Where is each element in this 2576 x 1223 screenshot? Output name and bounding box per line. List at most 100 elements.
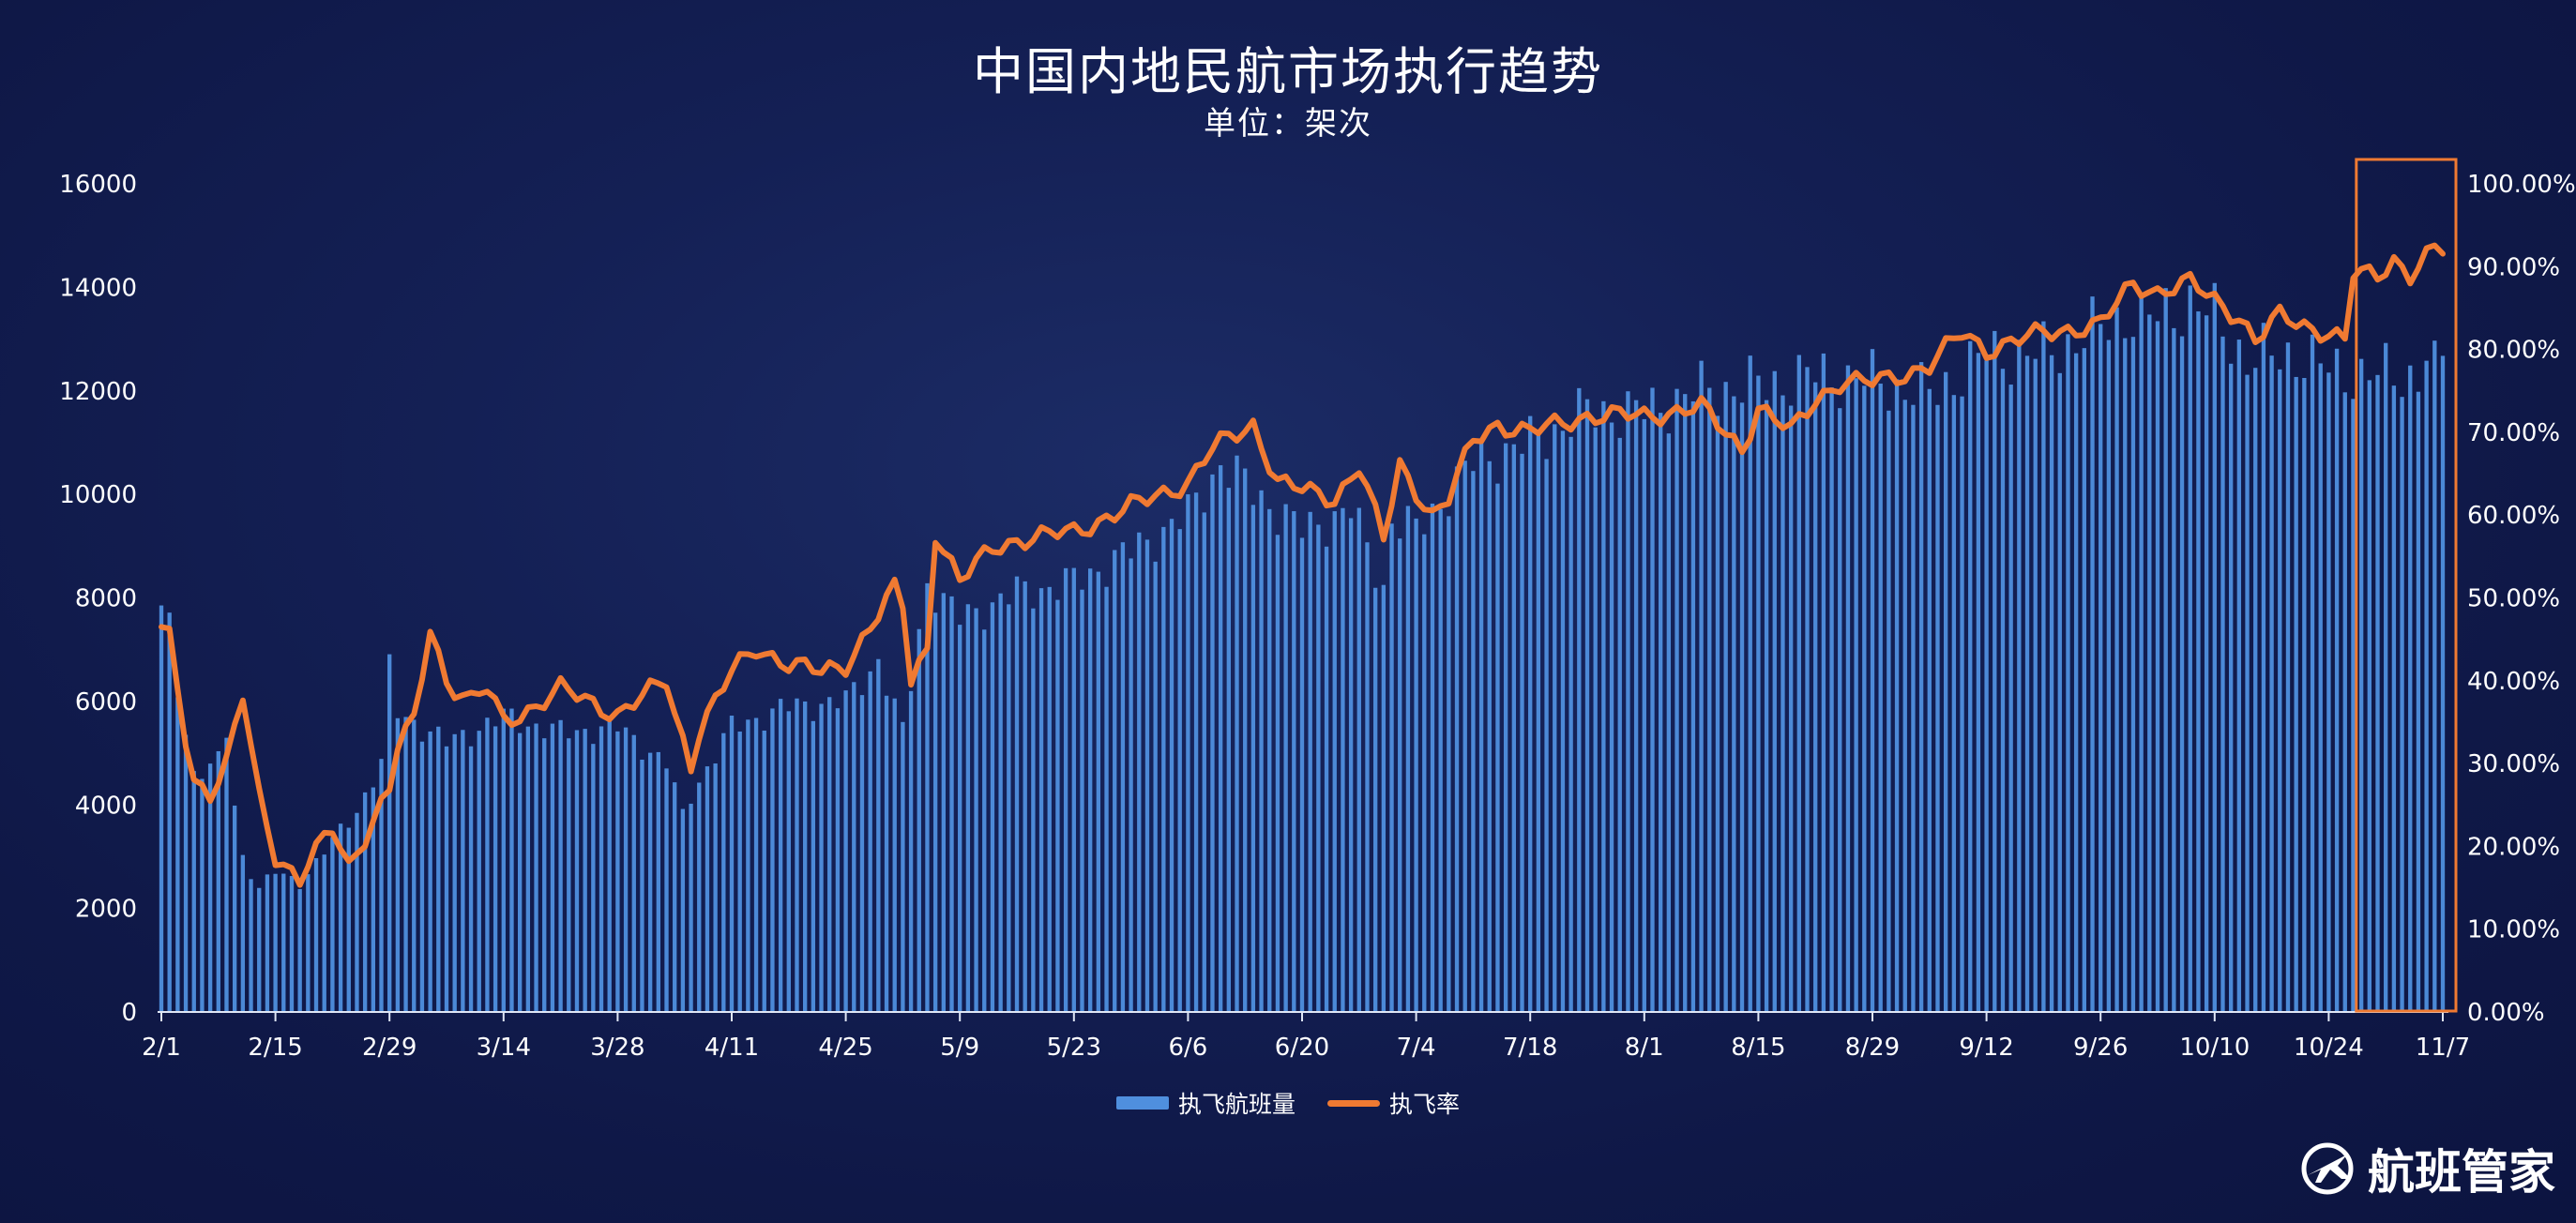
flights-bar	[1633, 400, 1639, 1013]
flights-bar	[737, 732, 742, 1012]
flights-bar	[1283, 504, 1288, 1012]
legend-item-flights[interactable]: 执飞航班量	[1115, 1086, 1296, 1120]
flights-bar	[509, 708, 514, 1012]
flights-bar	[338, 823, 343, 1012]
flights-bar	[1544, 459, 1549, 1012]
flights-bar	[1292, 511, 1296, 1012]
flights-bar	[1226, 488, 1231, 1012]
flights-bar	[1120, 542, 1126, 1012]
flights-bar	[1593, 427, 1598, 1012]
flights-bar	[705, 766, 710, 1012]
flights-bar	[2147, 314, 2152, 1012]
flights-bar	[1007, 604, 1011, 1012]
flights-bar	[607, 717, 612, 1012]
flights-bar	[591, 744, 596, 1012]
flights-bar	[1454, 466, 1460, 1012]
flights-bar	[583, 729, 587, 1012]
flights-bar	[371, 787, 375, 1012]
flights-bar	[1430, 503, 1435, 1012]
flights-bar	[2114, 307, 2119, 1012]
flights-bar	[1186, 494, 1190, 1012]
x-tick-label: 7/18	[1503, 1034, 1557, 1062]
flights-bar	[1976, 353, 1981, 1012]
flights-bar	[770, 708, 775, 1012]
flights-bar	[175, 697, 180, 1012]
flights-bar	[2017, 340, 2022, 1012]
flights-bar	[249, 879, 253, 1012]
flights-bar	[2326, 372, 2331, 1013]
x-tick-label: 11/7	[2416, 1034, 2470, 1062]
x-tick-label: 3/28	[590, 1034, 644, 1062]
flights-bar	[941, 593, 946, 1012]
flights-bar	[713, 763, 718, 1012]
flights-bar	[1235, 455, 1239, 1012]
flights-bar	[1993, 330, 1997, 1012]
flights-bar	[1341, 507, 1345, 1012]
flights-bar	[1911, 404, 1916, 1013]
flights-bar	[2294, 376, 2298, 1012]
flights-bar	[444, 746, 449, 1012]
y-right-tick-label: 50.00%	[2467, 585, 2560, 613]
y-right-tick-label: 10.00%	[2467, 916, 2560, 944]
flights-bar	[200, 778, 205, 1012]
flights-bar	[647, 752, 653, 1012]
y-right-tick-label: 90.00%	[2467, 253, 2560, 281]
flights-bar	[1447, 516, 1451, 1012]
flights-bar	[884, 695, 889, 1012]
flights-bar	[1243, 468, 1248, 1012]
y-left-tick-label: 8000	[75, 585, 137, 613]
flights-bar	[990, 602, 995, 1012]
flights-bar	[1193, 492, 1199, 1012]
flights-bar	[958, 625, 962, 1012]
flights-bar	[1780, 395, 1785, 1013]
flights-bar	[2066, 334, 2070, 1012]
flights-bar	[2261, 323, 2266, 1012]
flights-bar	[1796, 355, 1801, 1013]
flights-bar	[1944, 371, 1948, 1012]
flights-bar	[965, 604, 971, 1012]
flights-bar	[1324, 546, 1329, 1012]
flights-bar	[330, 837, 335, 1012]
flights-bar	[1699, 360, 1704, 1012]
flights-bar	[362, 792, 368, 1012]
flights-bar	[2179, 336, 2185, 1013]
flights-bar	[982, 629, 987, 1012]
flights-bar	[1870, 349, 1875, 1012]
flights-bar	[1584, 399, 1590, 1012]
flights-bar	[868, 671, 872, 1012]
flights-bar	[1854, 378, 1858, 1012]
flights-bar	[1438, 508, 1443, 1012]
flights-bar	[1748, 355, 1752, 1012]
brand-name: 航班管家	[2368, 1145, 2555, 1200]
flights-bar	[461, 730, 465, 1012]
exec-rate-line-series	[159, 242, 2446, 888]
flights-bar	[1536, 432, 1541, 1013]
flights-bar	[1960, 396, 1964, 1012]
flights-bar	[1511, 444, 1516, 1012]
flights-bar	[1055, 599, 1060, 1012]
flights-bar	[908, 690, 914, 1012]
flights-bar	[567, 738, 571, 1012]
flights-bar	[2073, 353, 2079, 1012]
flights-bar	[379, 759, 384, 1012]
flights-bar	[1609, 422, 1614, 1013]
flights-bar	[1332, 511, 1337, 1012]
flights-bar	[2155, 321, 2160, 1012]
flights-bar	[1788, 405, 1794, 1013]
legend-item-exec-rate[interactable]: 执飞率	[1327, 1086, 1460, 1120]
x-tick-label: 6/20	[1275, 1034, 1329, 1062]
flights-bar	[1389, 523, 1394, 1012]
flights-bar	[1144, 539, 1150, 1012]
flights-bar	[1715, 415, 1720, 1012]
flights-bar	[2220, 336, 2225, 1012]
flights-bar	[346, 827, 351, 1012]
flights-bar	[2236, 340, 2242, 1012]
x-tick-label: 4/11	[705, 1034, 759, 1062]
flights-bar	[631, 734, 636, 1012]
flights-bar	[786, 711, 791, 1012]
flights-bar	[949, 596, 954, 1012]
flights-bar	[1674, 388, 1679, 1012]
flights-bar	[1275, 535, 1280, 1012]
flights-bar	[1356, 507, 1361, 1012]
flights-bar	[1267, 508, 1272, 1012]
